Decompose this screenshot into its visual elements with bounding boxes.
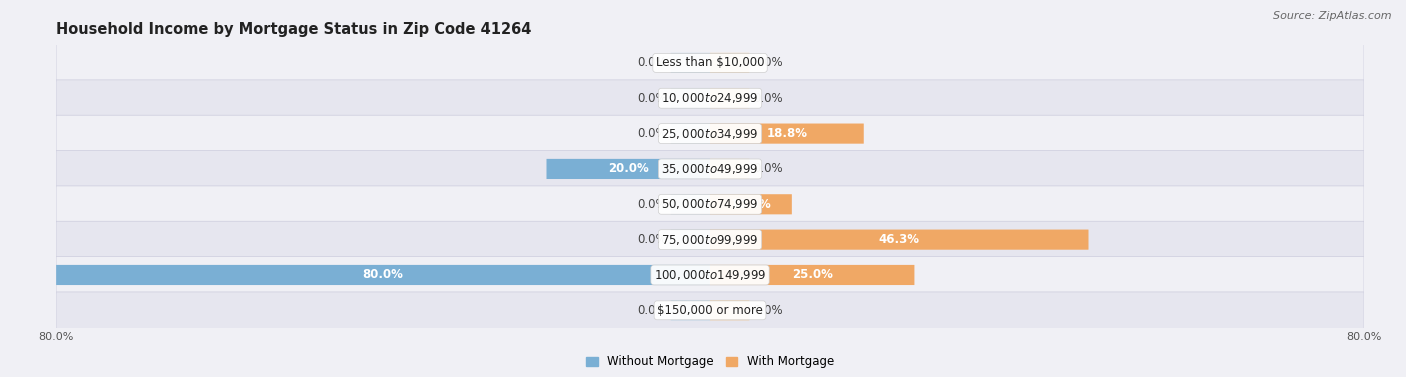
Text: 10.0%: 10.0% bbox=[731, 198, 772, 211]
Text: 20.0%: 20.0% bbox=[607, 162, 648, 175]
Text: Source: ZipAtlas.com: Source: ZipAtlas.com bbox=[1274, 11, 1392, 21]
FancyBboxPatch shape bbox=[671, 194, 710, 215]
FancyBboxPatch shape bbox=[56, 44, 1364, 81]
Text: $100,000 to $149,999: $100,000 to $149,999 bbox=[654, 268, 766, 282]
Text: 0.0%: 0.0% bbox=[637, 127, 666, 140]
Text: $10,000 to $24,999: $10,000 to $24,999 bbox=[661, 91, 759, 105]
Text: 0.0%: 0.0% bbox=[754, 304, 783, 317]
FancyBboxPatch shape bbox=[56, 265, 710, 285]
FancyBboxPatch shape bbox=[56, 150, 1364, 187]
FancyBboxPatch shape bbox=[671, 88, 710, 108]
Text: $35,000 to $49,999: $35,000 to $49,999 bbox=[661, 162, 759, 176]
FancyBboxPatch shape bbox=[56, 221, 1364, 258]
FancyBboxPatch shape bbox=[56, 257, 1364, 293]
Text: Less than $10,000: Less than $10,000 bbox=[655, 57, 765, 69]
FancyBboxPatch shape bbox=[56, 115, 1364, 152]
FancyBboxPatch shape bbox=[56, 186, 1364, 223]
Text: 0.0%: 0.0% bbox=[637, 233, 666, 246]
FancyBboxPatch shape bbox=[710, 194, 792, 215]
Text: $25,000 to $34,999: $25,000 to $34,999 bbox=[661, 127, 759, 141]
Legend: Without Mortgage, With Mortgage: Without Mortgage, With Mortgage bbox=[581, 351, 839, 373]
FancyBboxPatch shape bbox=[710, 159, 749, 179]
Text: 0.0%: 0.0% bbox=[637, 198, 666, 211]
Text: 18.8%: 18.8% bbox=[766, 127, 807, 140]
Text: 0.0%: 0.0% bbox=[637, 92, 666, 105]
FancyBboxPatch shape bbox=[710, 230, 1088, 250]
Text: 0.0%: 0.0% bbox=[637, 57, 666, 69]
Text: 80.0%: 80.0% bbox=[363, 268, 404, 282]
FancyBboxPatch shape bbox=[56, 80, 1364, 116]
Text: $150,000 or more: $150,000 or more bbox=[657, 304, 763, 317]
FancyBboxPatch shape bbox=[710, 265, 914, 285]
Text: 0.0%: 0.0% bbox=[754, 162, 783, 175]
Text: 0.0%: 0.0% bbox=[754, 92, 783, 105]
FancyBboxPatch shape bbox=[671, 300, 710, 320]
FancyBboxPatch shape bbox=[671, 124, 710, 144]
FancyBboxPatch shape bbox=[710, 53, 749, 73]
FancyBboxPatch shape bbox=[710, 300, 749, 320]
Text: 25.0%: 25.0% bbox=[792, 268, 832, 282]
FancyBboxPatch shape bbox=[710, 88, 749, 108]
Text: $75,000 to $99,999: $75,000 to $99,999 bbox=[661, 233, 759, 247]
FancyBboxPatch shape bbox=[710, 124, 863, 144]
FancyBboxPatch shape bbox=[671, 230, 710, 250]
Text: 0.0%: 0.0% bbox=[637, 304, 666, 317]
Text: Household Income by Mortgage Status in Zip Code 41264: Household Income by Mortgage Status in Z… bbox=[56, 22, 531, 37]
FancyBboxPatch shape bbox=[547, 159, 710, 179]
FancyBboxPatch shape bbox=[56, 292, 1364, 329]
Text: 0.0%: 0.0% bbox=[754, 57, 783, 69]
Text: $50,000 to $74,999: $50,000 to $74,999 bbox=[661, 197, 759, 211]
FancyBboxPatch shape bbox=[671, 53, 710, 73]
Text: 46.3%: 46.3% bbox=[879, 233, 920, 246]
